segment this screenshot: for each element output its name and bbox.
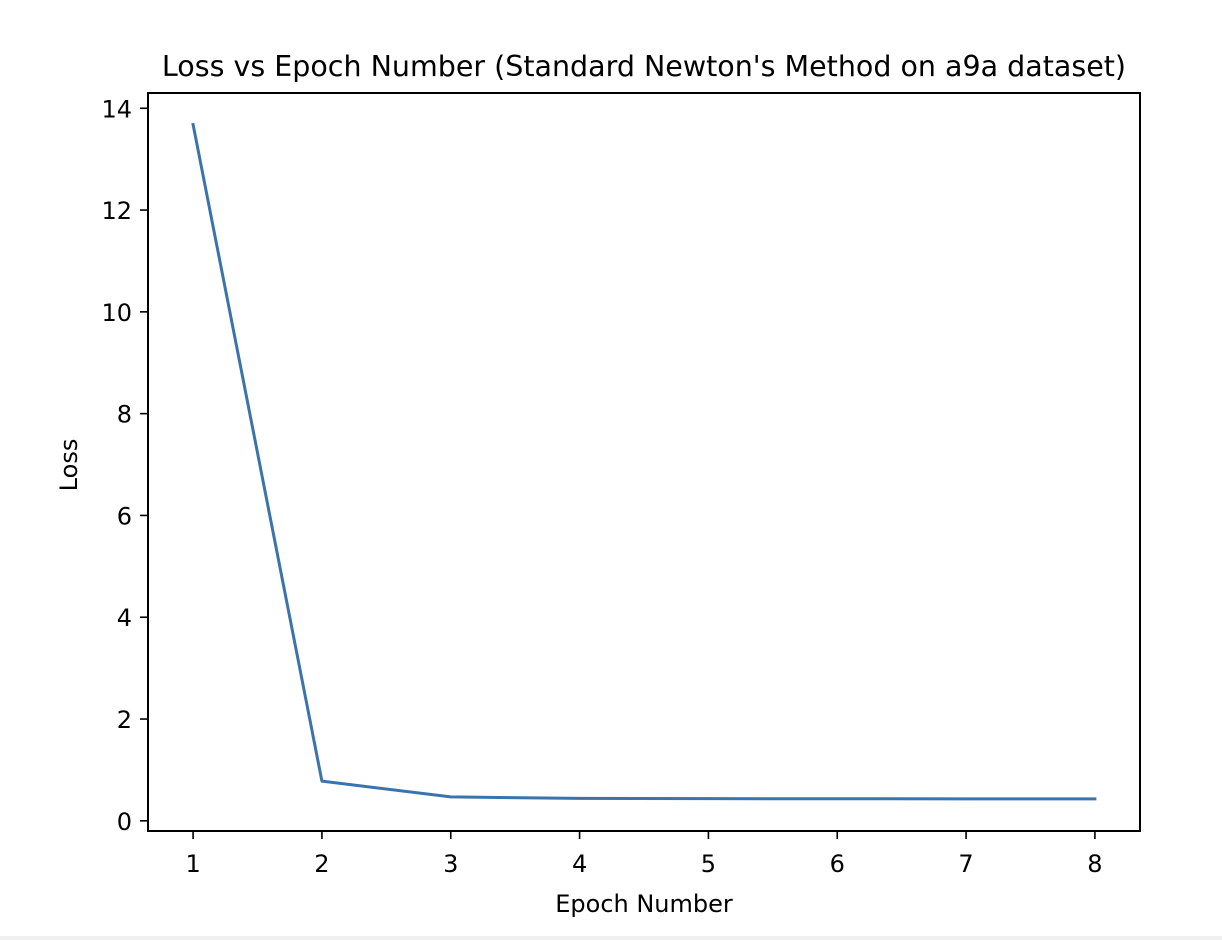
x-axis-label: Epoch Number bbox=[555, 890, 733, 918]
x-tick-label: 6 bbox=[830, 850, 845, 878]
y-axis-label: Loss bbox=[55, 439, 83, 492]
x-tick-label: 7 bbox=[958, 850, 973, 878]
x-tick-label: 1 bbox=[185, 850, 200, 878]
y-tick-label: 14 bbox=[101, 95, 132, 123]
y-tick-label: 2 bbox=[117, 706, 132, 734]
y-tick-label: 4 bbox=[117, 604, 132, 632]
y-tick-label: 10 bbox=[101, 299, 132, 327]
plot-area-frame bbox=[147, 92, 1141, 832]
y-tick-label: 12 bbox=[101, 197, 132, 225]
bottom-border bbox=[0, 936, 1222, 940]
x-tick-label: 8 bbox=[1087, 850, 1102, 878]
y-tick-label: 0 bbox=[117, 808, 132, 836]
x-tick-label: 3 bbox=[443, 850, 458, 878]
chart-title: Loss vs Epoch Number (Standard Newton's … bbox=[162, 50, 1126, 83]
x-tick-label: 5 bbox=[701, 850, 716, 878]
y-tick-label: 6 bbox=[117, 502, 132, 530]
x-tick-label: 2 bbox=[314, 850, 329, 878]
y-tick-label: 8 bbox=[117, 401, 132, 429]
loss-series-line bbox=[191, 122, 1097, 801]
x-tick-label: 4 bbox=[572, 850, 587, 878]
